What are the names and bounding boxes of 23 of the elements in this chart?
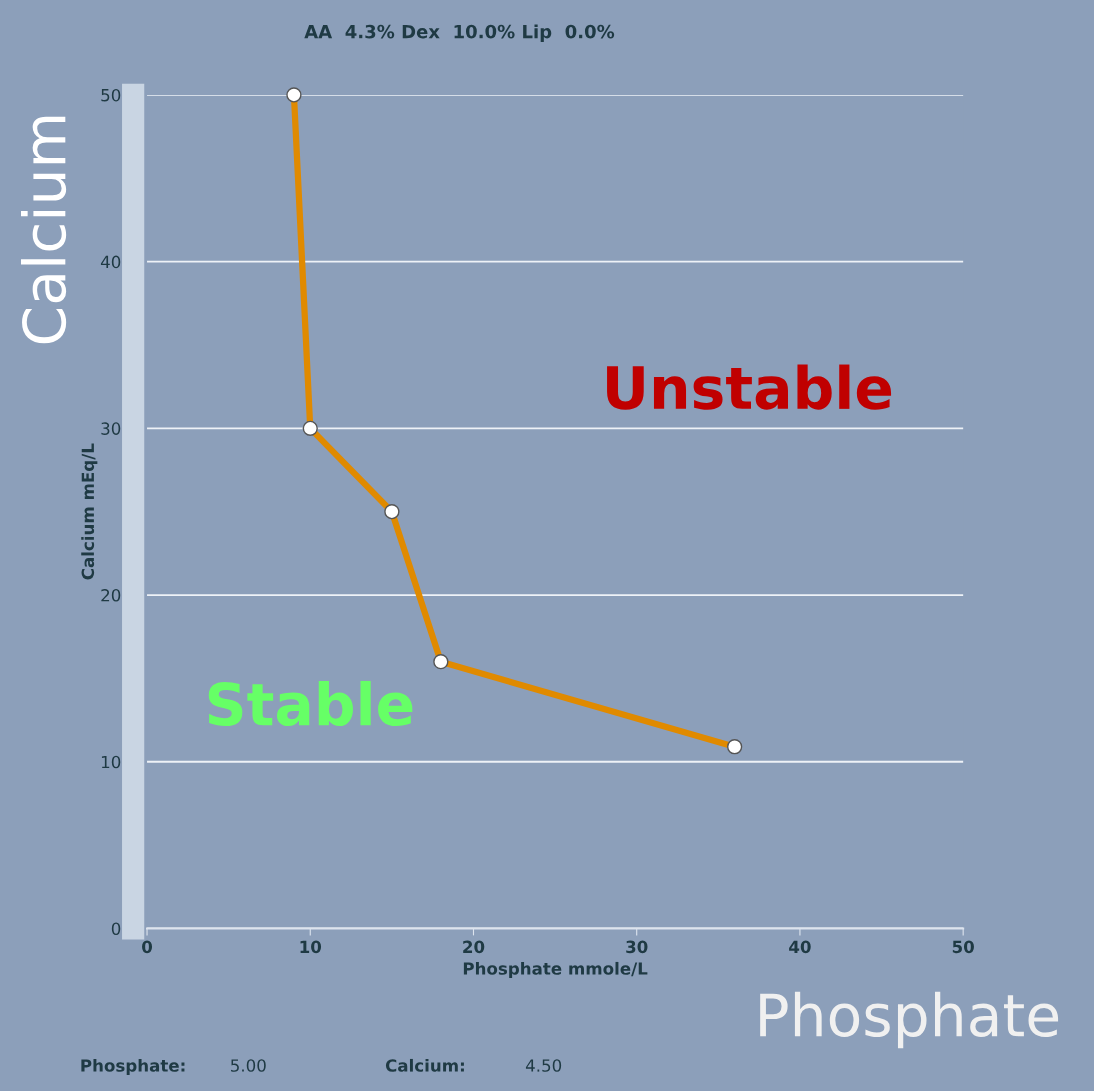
chart-title: AA 4.3% Dex 10.0% Lip 0.0% <box>304 24 615 42</box>
annotation: Stable <box>208 680 413 727</box>
y-tick-label: 20 <box>101 588 121 602</box>
text: Phosphate: <box>81 1058 185 1076</box>
x-axis-title: Phosphate mmole/L <box>463 961 648 979</box>
text: Calcium: <box>385 1058 464 1072</box>
x-tick-label: 10 <box>300 940 322 954</box>
text: Calcium <box>21 116 67 344</box>
y-tick-label: 10 <box>101 755 121 769</box>
text: 4.50 <box>525 1059 562 1072</box>
y-tick-label: 40 <box>100 255 121 269</box>
text: Phosphate <box>760 991 1059 1049</box>
y-tick-label: 50 <box>101 88 121 102</box>
text: 5.00 <box>231 1059 266 1072</box>
x-tick-label: 0 <box>142 940 153 954</box>
x-tick-label: 40 <box>789 940 811 954</box>
annotation: Unstable <box>607 364 892 410</box>
y-tick-label: 0 <box>111 922 121 936</box>
x-tick-label: 50 <box>952 940 974 954</box>
y-tick-label: 30 <box>101 422 121 435</box>
y-axis-title: Calcium mEq/L <box>81 443 98 580</box>
x-tick-label: 30 <box>626 940 648 954</box>
x-tick-label: 20 <box>463 940 485 954</box>
